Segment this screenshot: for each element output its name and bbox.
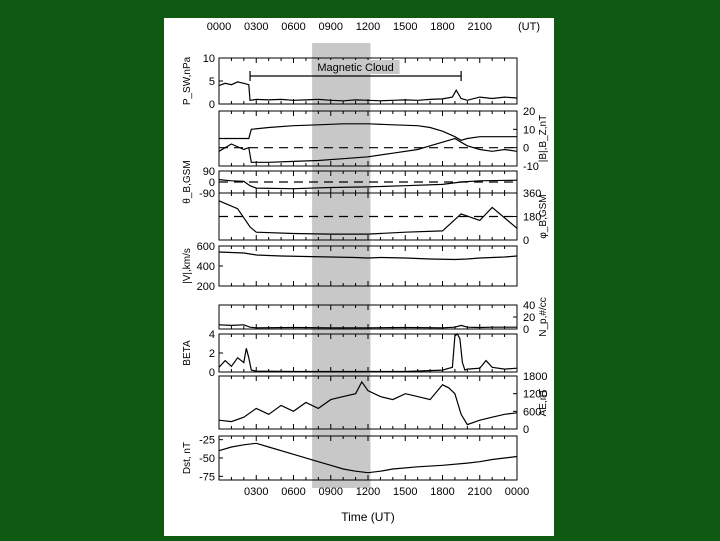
y-axis-label: Dst, nT bbox=[182, 442, 193, 474]
y-tick-label: 400 bbox=[197, 261, 215, 273]
y-tick-label: 0 bbox=[209, 99, 215, 111]
y-tick-label: 4 bbox=[209, 329, 215, 341]
y-tick-label: -75 bbox=[199, 471, 215, 483]
bottom-tick-label: 0600 bbox=[281, 486, 305, 498]
y-tick-label: 0 bbox=[523, 324, 529, 336]
y-tick-label: -50 bbox=[199, 453, 215, 465]
y-axis-label: N_p,#/cc bbox=[538, 297, 549, 336]
y-tick-label: 0 bbox=[523, 143, 529, 155]
bottom-tick-label: 0900 bbox=[319, 486, 343, 498]
y-tick-label: 0 bbox=[209, 177, 215, 189]
series-line bbox=[218, 380, 518, 426]
bottom-tick-label: 0000 bbox=[505, 486, 529, 498]
y-tick-label: 180 bbox=[523, 212, 541, 224]
top-tick-label: 2100 bbox=[468, 21, 492, 33]
top-tick-label: 0600 bbox=[281, 21, 305, 33]
y-tick-label: -90 bbox=[199, 188, 215, 200]
y-tick-label: 600 bbox=[523, 406, 541, 418]
bottom-tick-label: 1200 bbox=[356, 486, 380, 498]
y-tick-label: 0 bbox=[523, 424, 529, 436]
series-line bbox=[219, 123, 517, 141]
shaded-interval bbox=[312, 43, 371, 488]
y-axis-label: P_SW,nPa bbox=[182, 56, 193, 105]
series-line bbox=[218, 137, 518, 163]
y-tick-label: 20 bbox=[523, 312, 535, 324]
top-tick-label: (UT) bbox=[518, 21, 540, 33]
y-axis-label: AE,nT bbox=[538, 389, 549, 417]
top-tick-label: 0900 bbox=[319, 21, 343, 33]
bottom-tick-label: 2100 bbox=[468, 486, 492, 498]
y-tick-label: 0 bbox=[523, 235, 529, 247]
y-tick-label: 90 bbox=[203, 166, 215, 178]
y-tick-label: 40 bbox=[523, 300, 535, 312]
y-tick-label: 10 bbox=[523, 124, 535, 136]
series-line bbox=[218, 251, 518, 261]
y-tick-label: 5 bbox=[209, 76, 215, 88]
y-tick-label: 200 bbox=[197, 281, 215, 293]
y-axis-label: θ_B,GSM bbox=[182, 160, 193, 203]
series-line bbox=[218, 81, 518, 102]
bottom-tick-label: 1500 bbox=[393, 486, 417, 498]
series-line bbox=[218, 200, 518, 235]
top-tick-label: 0000 bbox=[207, 21, 231, 33]
solar-wind-chart: 0000 0300 0600 0900 1200 1500 1800 2100 (UT)0300… bbox=[182, 21, 549, 524]
top-tick-label: 1500 bbox=[393, 21, 417, 33]
series-line bbox=[218, 324, 517, 329]
y-tick-label: 20 bbox=[523, 106, 535, 118]
y-tick-label: 0 bbox=[209, 367, 215, 379]
y-tick-label: -25 bbox=[199, 435, 215, 447]
y-tick-label: 1200 bbox=[523, 389, 547, 401]
series-line bbox=[218, 179, 518, 190]
figure-panel: 0000 0300 0600 0900 1200 1500 1800 2100 (UT) 0300… bbox=[164, 18, 554, 536]
top-tick-label: 1800 bbox=[430, 21, 454, 33]
annotation-label: Magnetic Cloud bbox=[317, 62, 393, 74]
y-axis-label: |B|,B_Z,nT bbox=[538, 115, 549, 162]
y-tick-label: 1800 bbox=[523, 371, 547, 383]
y-axis-label: |V|,km/s bbox=[182, 248, 193, 284]
top-tick-label: 1200 bbox=[356, 21, 380, 33]
y-tick-label: 600 bbox=[197, 241, 215, 253]
series-line bbox=[218, 333, 518, 373]
y-tick-label: 2 bbox=[209, 348, 215, 360]
x-axis-label: Time (UT) bbox=[341, 510, 395, 524]
annotation-label-background bbox=[311, 60, 400, 74]
bottom-tick-label: 1800 bbox=[430, 486, 454, 498]
y-tick-label: -10 bbox=[523, 161, 539, 173]
series-line bbox=[218, 442, 518, 474]
y-axis-label: φ_B,GSM bbox=[538, 194, 549, 238]
y-tick-label: 10 bbox=[203, 53, 215, 65]
y-axis-label: BETA bbox=[182, 340, 193, 366]
bottom-tick-label: 0300 bbox=[244, 486, 268, 498]
y-tick-label: 360 bbox=[523, 188, 541, 200]
top-tick-label: 0300 bbox=[244, 21, 268, 33]
